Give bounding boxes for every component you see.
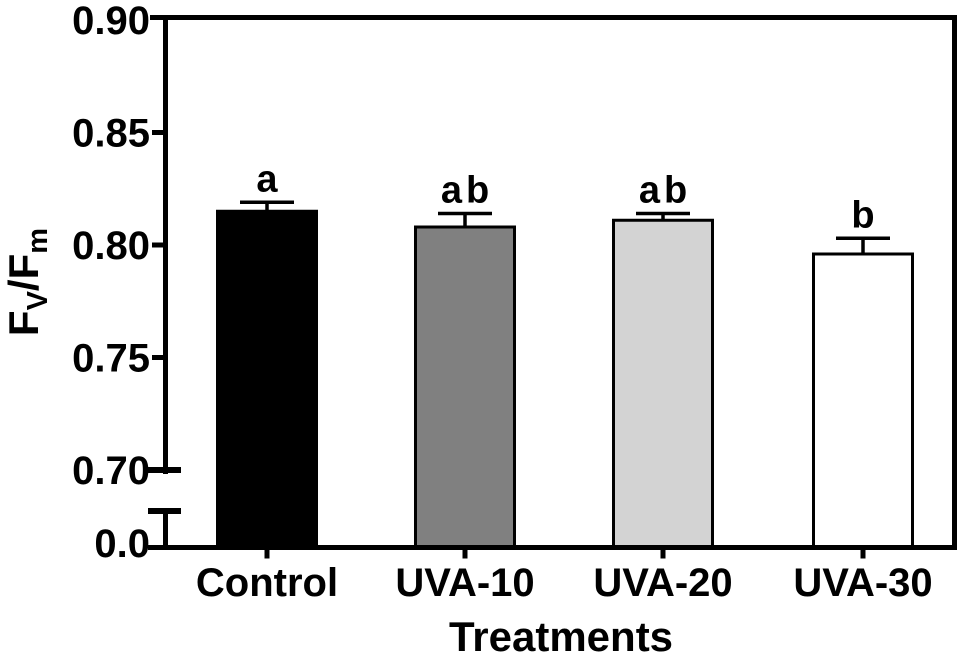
y-tick-label-0.85: 0.85 — [72, 112, 150, 156]
x-tick-label-uva-10: UVA-10 — [395, 561, 534, 605]
x-axis-title: Treatments — [449, 613, 673, 657]
y-tick-label-0.80: 0.80 — [72, 224, 150, 268]
y-tick-label-0.70: 0.70 — [72, 449, 150, 493]
y-tick-label-baseline: 0.0 — [94, 522, 150, 566]
x-tick-label-uva-30: UVA-30 — [793, 561, 932, 605]
x-tick-label-control: Control — [196, 561, 338, 605]
sig-letter-uva-30: b — [851, 194, 878, 236]
y-axis-title: FV/Fm — [0, 228, 54, 336]
bar-uva-20 — [612, 218, 714, 549]
bar-control — [216, 209, 318, 549]
bar-uva-10 — [414, 225, 516, 549]
y-tick-label-0.75: 0.75 — [72, 337, 150, 381]
x-tick-label-uva-20: UVA-20 — [593, 561, 732, 605]
sig-letter-uva-20: ab — [639, 170, 691, 212]
sig-letter-uva-10: ab — [441, 170, 493, 212]
bar-uva-30 — [812, 252, 914, 549]
y-tick-label-0.90: 0.90 — [72, 0, 150, 43]
sig-letter-control: a — [256, 158, 281, 200]
